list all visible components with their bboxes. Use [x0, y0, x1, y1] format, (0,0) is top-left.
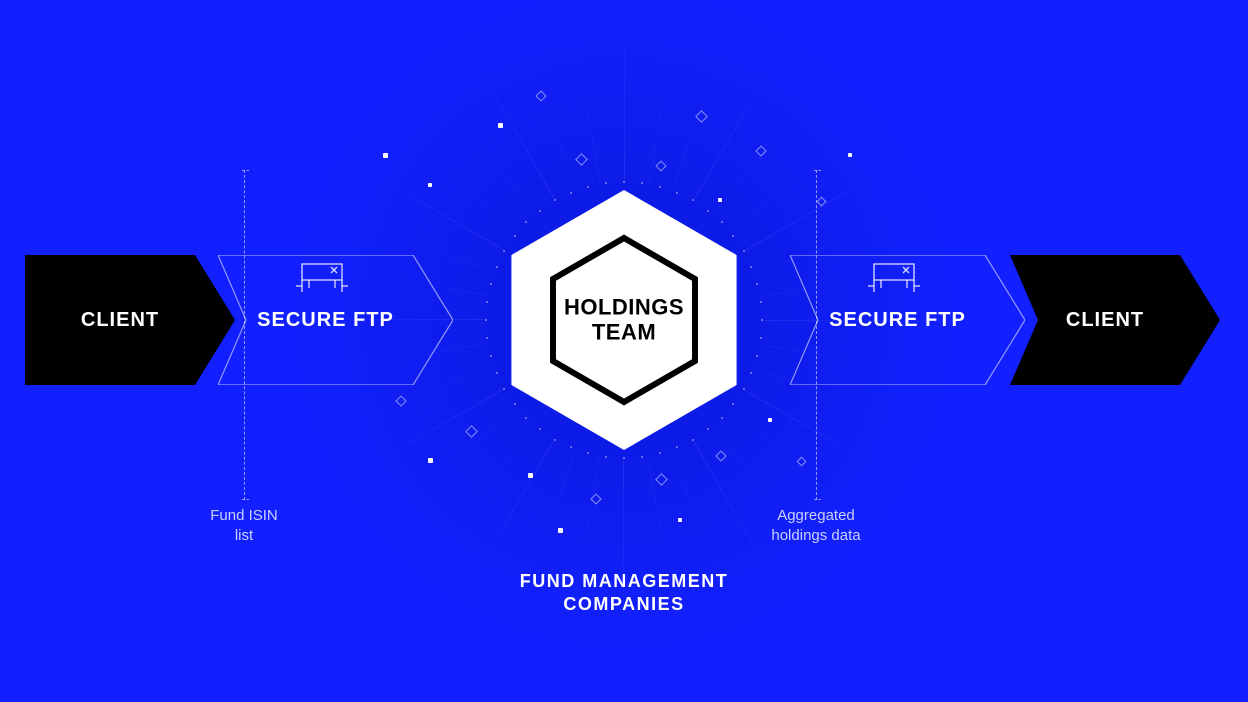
holdings-team-hexagon: HOLDINGS TEAM	[494, 190, 754, 450]
holdings-team-label: HOLDINGS TEAM	[564, 295, 684, 346]
arrow-client-left: CLIENT	[25, 255, 235, 385]
secure-chip-icon	[296, 262, 348, 292]
arrow-client-left-label: CLIENT	[81, 309, 159, 332]
secure-chip-icon	[868, 262, 920, 292]
diagram-canvas: CLIENT SECURE FTP SECURE FTP CLIENT HOLD	[0, 0, 1248, 702]
caption-aggregated-holdings: Aggregated holdings data	[736, 506, 896, 545]
arrow-client-right: CLIENT	[1010, 255, 1220, 385]
arrow-secure-ftp-left-label: SECURE FTP	[257, 309, 394, 332]
bottom-label-fund-management: FUND MANAGEMENT COMPANIES	[0, 570, 1248, 615]
arrow-client-right-label: CLIENT	[1066, 309, 1144, 332]
caption-fund-isin-list: Fund ISIN list	[164, 506, 324, 545]
arrow-secure-ftp-right-label: SECURE FTP	[829, 309, 966, 332]
